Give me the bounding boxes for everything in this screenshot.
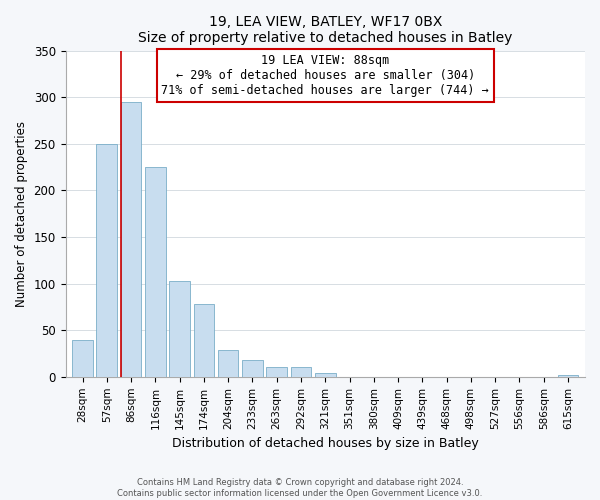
Bar (557, 375, 578, 377)
Bar (315, 373, 335, 377)
Text: 19 LEA VIEW: 88sqm
← 29% of detached houses are smaller (304)
71% of semi-detach: 19 LEA VIEW: 88sqm ← 29% of detached hou… (161, 54, 489, 97)
Bar (97, 144, 117, 377)
Bar (242, 360, 263, 377)
Bar (194, 304, 214, 377)
Bar (266, 366, 287, 377)
X-axis label: Distribution of detached houses by size in Batley: Distribution of detached houses by size … (172, 437, 479, 450)
Bar (169, 281, 190, 377)
Text: Contains HM Land Registry data © Crown copyright and database right 2024.
Contai: Contains HM Land Registry data © Crown c… (118, 478, 482, 498)
Bar (121, 102, 142, 377)
Bar (72, 340, 93, 377)
Bar (145, 167, 166, 377)
Bar (290, 368, 311, 377)
Y-axis label: Number of detached properties: Number of detached properties (15, 120, 28, 306)
Title: 19, LEA VIEW, BATLEY, WF17 0BX
Size of property relative to detached houses in B: 19, LEA VIEW, BATLEY, WF17 0BX Size of p… (138, 15, 512, 45)
Bar (218, 350, 238, 377)
